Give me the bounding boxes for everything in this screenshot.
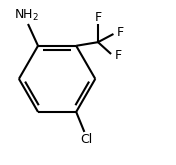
Text: F: F (115, 49, 122, 62)
Text: Cl: Cl (80, 133, 92, 146)
Text: F: F (95, 11, 102, 24)
Text: NH$_2$: NH$_2$ (14, 8, 39, 23)
Text: F: F (117, 26, 124, 39)
